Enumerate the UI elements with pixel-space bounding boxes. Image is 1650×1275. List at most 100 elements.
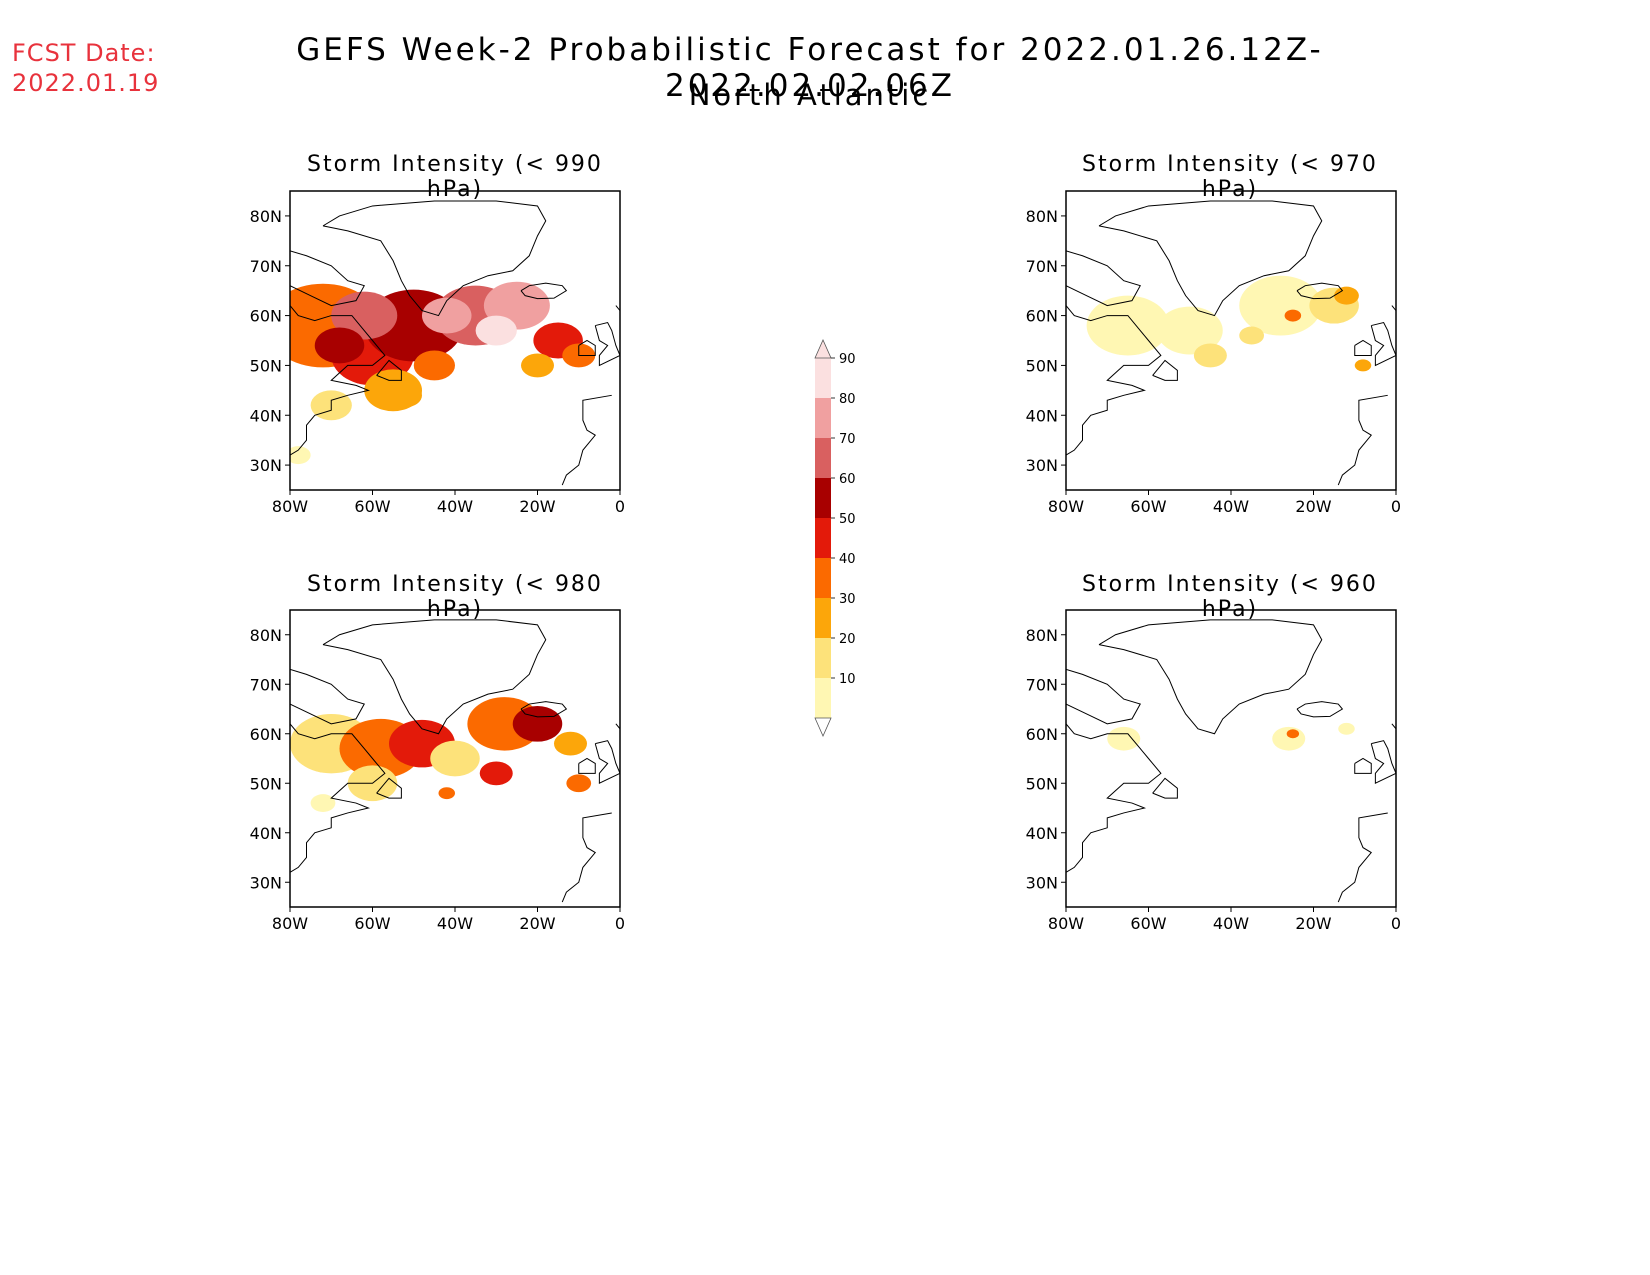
lat-tick-label: 70N <box>1026 675 1058 694</box>
lat-tick-label: 30N <box>250 873 282 892</box>
lat-tick-label: 60N <box>1026 725 1058 744</box>
lon-tick-label: 0 <box>615 914 625 933</box>
lon-tick-label: 80W <box>1048 497 1084 516</box>
lat-tick-label: 60N <box>250 307 282 326</box>
region-subtitle: North Atlantic <box>688 78 932 112</box>
lat-tick-label: 80N <box>250 626 282 645</box>
coastline <box>1354 339 1372 356</box>
probability-region <box>554 731 587 756</box>
legend-level-label: 60 <box>839 472 856 487</box>
legend-level-label: 30 <box>839 592 856 607</box>
legend-level-label: 50 <box>839 512 856 527</box>
coastline <box>1066 250 1141 307</box>
lat-tick-label: 70N <box>250 675 282 694</box>
lat-tick-label: 70N <box>250 257 282 276</box>
color-legend: 10 20 30 40 50 60 70 80 90 <box>814 339 856 737</box>
coastline <box>1370 740 1396 785</box>
coastline <box>322 200 547 317</box>
lat-tick-label: 40N <box>1026 824 1058 843</box>
probability-region <box>1107 726 1141 751</box>
coastline <box>376 777 402 799</box>
lat-tick-label: 40N <box>1026 406 1058 425</box>
coastline <box>1296 282 1344 300</box>
coastline <box>1152 777 1178 799</box>
forecast-date-label: FCST Date: <box>12 39 156 67</box>
legend-level-label: 20 <box>839 632 856 647</box>
lon-tick-label: 20W <box>519 914 555 933</box>
lat-tick-label: 40N <box>250 406 282 425</box>
lat-tick-label: 30N <box>250 456 282 475</box>
coastline <box>290 305 386 456</box>
lon-tick-label: 20W <box>519 497 555 516</box>
lon-tick-label: 80W <box>1048 914 1084 933</box>
main-title: GEFS Week-2 Probabilistic Forecast for 2… <box>296 32 1324 104</box>
map-panel-2: 80N 70N 60N 50N 40N 30N 80W 60W 40W 20W 0 <box>250 609 625 933</box>
probability-region <box>1286 729 1300 739</box>
coastline <box>520 282 568 300</box>
probability-region <box>566 774 592 793</box>
coastline <box>1066 305 1162 456</box>
coastline <box>1337 394 1388 486</box>
probability-region <box>422 297 472 334</box>
coastline <box>290 250 365 307</box>
lon-tick-label: 40W <box>1213 497 1249 516</box>
coastline <box>1337 812 1388 903</box>
lat-tick-label: 80N <box>250 207 282 226</box>
lon-tick-label: 20W <box>1295 497 1331 516</box>
map-panel-0: 80N 70N 60N 50N 40N 30N 80W 60W 40W 20W 0 <box>250 190 625 516</box>
probability-region <box>1284 309 1302 322</box>
probability-region <box>290 446 311 465</box>
lon-tick-label: 40W <box>437 914 473 933</box>
legend-level-label: 40 <box>839 552 856 567</box>
coastline <box>520 701 568 718</box>
lon-tick-label: 80W <box>272 914 308 933</box>
lat-tick-label: 50N <box>1026 356 1058 375</box>
probability-region <box>512 706 563 742</box>
forecast-date-value: 2022.01.19 <box>12 69 160 97</box>
lat-tick-label: 30N <box>1026 873 1058 892</box>
coastline <box>376 359 402 381</box>
lon-tick-label: 0 <box>1391 497 1401 516</box>
coastline <box>1066 668 1141 725</box>
lat-tick-label: 50N <box>250 356 282 375</box>
legend-swatch <box>815 558 831 598</box>
lon-tick-label: 20W <box>1295 914 1331 933</box>
lat-tick-label: 80N <box>1026 207 1058 226</box>
coastline <box>615 295 620 312</box>
lon-tick-label: 60W <box>1130 497 1166 516</box>
lon-tick-label: 60W <box>1130 914 1166 933</box>
lat-tick-label: 60N <box>250 725 282 744</box>
lat-tick-label: 80N <box>1026 626 1058 645</box>
coastline <box>561 394 612 486</box>
panel-title-970: Storm Intensity (< 970 hPa) <box>1082 152 1378 202</box>
coastline <box>290 668 365 725</box>
legend-swatch <box>815 438 831 478</box>
legend-level-label: 70 <box>839 432 856 447</box>
coastline <box>1370 321 1396 367</box>
coastline <box>322 619 547 735</box>
lon-tick-label: 60W <box>354 497 390 516</box>
legend-swatch <box>815 358 831 398</box>
probability-region <box>430 740 480 777</box>
probability-region <box>1334 286 1359 305</box>
coastline <box>594 740 620 785</box>
probability-region <box>1338 722 1355 735</box>
lat-tick-label: 70N <box>1026 257 1058 276</box>
legend-swatch <box>815 398 831 438</box>
probability-region <box>438 787 455 800</box>
map-frame <box>1065 609 1397 908</box>
coastline <box>578 757 596 774</box>
probability-region <box>1156 306 1223 355</box>
lon-tick-label: 0 <box>1391 914 1401 933</box>
lon-tick-label: 80W <box>272 497 308 516</box>
legend-swatch <box>815 678 831 718</box>
lon-tick-label: 40W <box>1213 914 1249 933</box>
coastline <box>290 723 386 873</box>
lon-tick-label: 60W <box>354 914 390 933</box>
probability-region <box>1193 343 1227 368</box>
coastline <box>615 713 620 730</box>
legend-level-label: 10 <box>839 672 856 687</box>
map-panel-3: 80N 70N 60N 50N 40N 30N 80W 60W 40W 20W 0 <box>1026 609 1401 933</box>
probability-region <box>479 761 513 786</box>
